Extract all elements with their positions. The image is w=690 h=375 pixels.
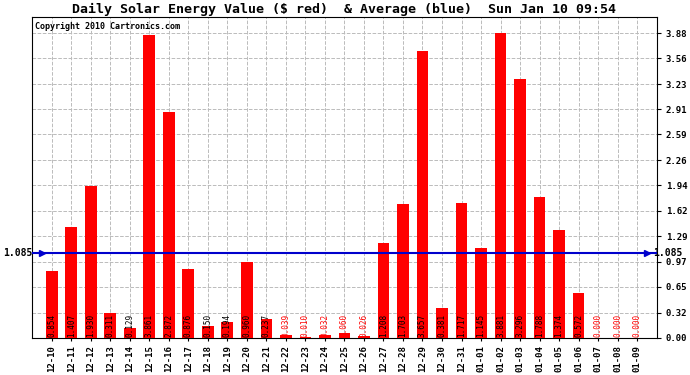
- Text: 0.194: 0.194: [223, 314, 232, 338]
- Text: 2.872: 2.872: [164, 314, 173, 338]
- Bar: [495, 33, 506, 338]
- Text: 0.000: 0.000: [613, 314, 622, 338]
- Text: 0.311: 0.311: [106, 314, 115, 338]
- Text: 0.060: 0.060: [340, 314, 349, 338]
- Text: 0.026: 0.026: [359, 314, 368, 338]
- Text: 0.032: 0.032: [320, 314, 329, 338]
- Bar: [280, 334, 292, 338]
- Title: Daily Solar Energy Value ($ red)  & Average (blue)  Sun Jan 10 09:54: Daily Solar Energy Value ($ red) & Avera…: [72, 3, 616, 16]
- Text: 3.881: 3.881: [496, 314, 505, 338]
- Bar: [85, 186, 97, 338]
- Bar: [182, 269, 194, 338]
- Text: 0.000: 0.000: [593, 314, 602, 338]
- Text: 0.000: 0.000: [633, 314, 642, 338]
- Bar: [553, 230, 565, 338]
- Bar: [144, 34, 155, 338]
- Text: 3.657: 3.657: [418, 314, 427, 338]
- Bar: [436, 308, 448, 338]
- Text: 3.861: 3.861: [145, 314, 154, 338]
- Bar: [221, 322, 233, 338]
- Bar: [339, 333, 351, 338]
- Text: 0.960: 0.960: [242, 314, 251, 338]
- Bar: [163, 112, 175, 338]
- Bar: [397, 204, 409, 338]
- Text: 1.717: 1.717: [457, 314, 466, 338]
- Text: 1.788: 1.788: [535, 314, 544, 338]
- Text: 1.407: 1.407: [67, 314, 76, 338]
- Bar: [104, 313, 116, 338]
- Text: 1.703: 1.703: [398, 314, 408, 338]
- Text: 1.930: 1.930: [86, 314, 95, 338]
- Bar: [358, 336, 370, 338]
- Bar: [319, 335, 331, 338]
- Bar: [241, 262, 253, 338]
- Bar: [417, 51, 428, 338]
- Bar: [261, 319, 273, 338]
- Text: 0.876: 0.876: [184, 314, 193, 338]
- Text: 0.237: 0.237: [262, 314, 271, 338]
- Text: 0.150: 0.150: [204, 314, 213, 338]
- Bar: [124, 328, 136, 338]
- Text: 1.208: 1.208: [379, 314, 388, 338]
- Text: 0.129: 0.129: [126, 314, 135, 338]
- Text: 1.374: 1.374: [555, 314, 564, 338]
- Bar: [377, 243, 389, 338]
- Text: 0.572: 0.572: [574, 314, 583, 338]
- Text: 1.085: 1.085: [653, 248, 682, 258]
- Text: 0.381: 0.381: [437, 314, 446, 338]
- Bar: [299, 337, 311, 338]
- Bar: [475, 248, 487, 338]
- Text: 0.854: 0.854: [47, 314, 56, 338]
- Text: 1.085: 1.085: [3, 248, 32, 258]
- Bar: [66, 227, 77, 338]
- Text: Copyright 2010 Cartronics.com: Copyright 2010 Cartronics.com: [35, 22, 180, 31]
- Bar: [514, 79, 526, 338]
- Text: 0.039: 0.039: [282, 314, 290, 338]
- Bar: [202, 326, 214, 338]
- Bar: [46, 271, 57, 338]
- Bar: [455, 203, 467, 338]
- Bar: [573, 293, 584, 338]
- Text: 0.010: 0.010: [301, 314, 310, 338]
- Text: 3.296: 3.296: [515, 314, 524, 338]
- Bar: [534, 197, 546, 338]
- Text: 1.145: 1.145: [477, 314, 486, 338]
